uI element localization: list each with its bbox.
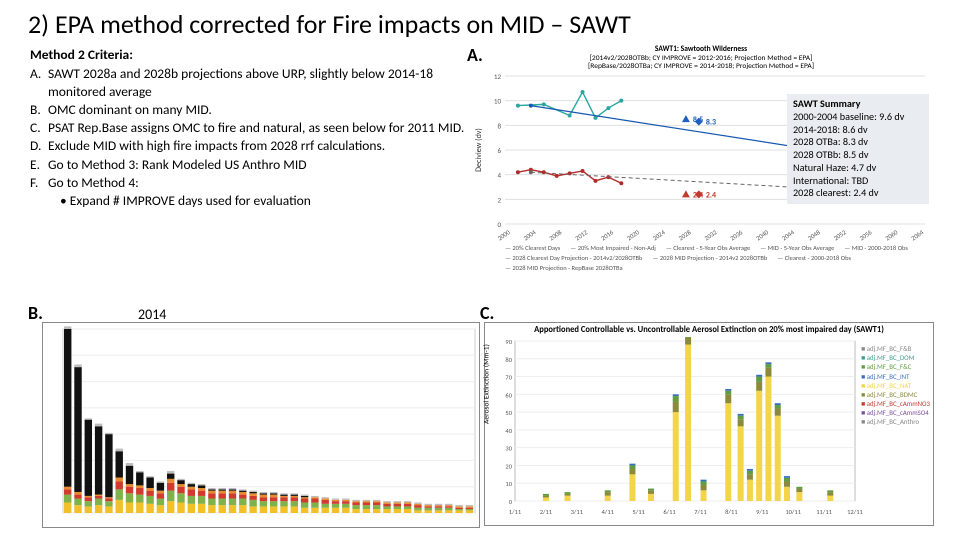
legend-item: MID - 2000-2018 Obs [844,244,908,252]
svg-text:9/11: 9/11 [756,508,768,516]
svg-text:2004: 2004 [522,228,538,242]
legend-item: MID - 5-Year Obs Average [760,244,834,252]
svg-text:7/11: 7/11 [694,508,706,516]
svg-text:80: 80 [505,356,512,364]
svg-text:6/11: 6/11 [663,508,675,516]
criteria-header: Method 2 Criteria: [30,46,465,63]
svg-text:8/11: 8/11 [725,508,737,516]
criteria-item: A.SAWT 2028a and 2028b projections above… [30,65,465,100]
svg-text:2060: 2060 [884,228,900,242]
summary-row: 2000-2004 baseline: 9.6 dv [793,111,923,124]
page-title: 2) EPA method corrected for Fire impacts… [0,0,960,46]
svg-text:10: 10 [505,480,512,488]
svg-text:0: 0 [509,498,513,506]
svg-text:2040: 2040 [755,228,771,242]
svg-text:2032: 2032 [703,228,719,242]
svg-text:2036: 2036 [729,228,745,242]
svg-text:2020: 2020 [625,228,641,242]
svg-text:4: 4 [497,171,501,180]
svg-text:2000: 2000 [496,228,512,242]
legend-item: Clearest - 5-Year Obs Average [666,244,750,252]
svg-text:2064: 2064 [910,228,926,242]
svg-text:2.4: 2.4 [706,190,716,200]
legend-item: adj.MF_BC_BDMC [861,391,930,400]
criteria-item: F.Go to Method 4: [30,174,465,191]
legend-item: adj.MF_BC_DOM [861,354,930,363]
criteria-item: D.Exclude MID with high fire impacts fro… [30,137,465,154]
svg-text:2012: 2012 [574,228,590,242]
legend-item: 20% Most Impaired - Non-Adj [570,244,656,252]
summary-row: 2028 clearest: 2.4 dv [793,187,923,200]
sawt-summary: SAWT Summary 2000-2004 baseline: 9.6 dv 2… [787,94,929,204]
chart-b [42,322,480,528]
chart-a-sub2: [RepBase/2028OTBa; CY IMPROVE = 2014-201… [471,63,931,72]
chart-c: Apportioned Controllable vs. Uncontrolla… [484,322,934,526]
svg-text:8.3: 8.3 [706,118,716,128]
svg-text:6: 6 [497,146,501,155]
panel-a: A. SAWT1: Sawtooth Wilderness [2014v2/20… [465,46,950,266]
panel-c: 2011 Natural OMC on MID Apportioned Cont… [480,300,950,528]
svg-text:3/11: 3/11 [571,508,583,516]
legend-item: 2028 MID Projection - RepBase 2028OTBa [505,264,623,272]
legend-item: adj.MF_BC_NAT [861,382,930,391]
svg-text:Deciview (dv): Deciview (dv) [474,128,484,172]
summary-row: 2028 OTBb: 8.5 dv [793,149,923,162]
svg-text:30: 30 [505,445,512,453]
svg-text:4/11: 4/11 [602,508,614,516]
svg-text:11/11: 11/11 [816,508,832,516]
legend-item: adj.MF_BC_F&C [861,363,930,372]
svg-text:2028: 2028 [677,228,693,242]
svg-text:70: 70 [505,374,512,382]
svg-text:2024: 2024 [651,228,667,242]
legend-item: adj.MF_BC_cAmmNO3 [861,400,930,409]
svg-text:2: 2 [497,195,501,204]
criteria-item: B.OMC dominant on many MID. [30,101,465,118]
chart-a: SAWT1: Sawtooth Wilderness [2014v2/2028O… [471,46,931,266]
svg-text:2008: 2008 [548,228,564,242]
svg-text:1/11: 1/11 [509,508,521,516]
svg-text:60: 60 [505,391,512,399]
svg-text:10/11: 10/11 [785,508,801,516]
legend-item: 2028 Clearest Day Projection - 2014v2/20… [505,254,642,262]
svg-text:10: 10 [494,97,502,106]
svg-text:2016: 2016 [600,228,616,242]
summary-row: Natural Haze: 4.7 dv [793,162,923,175]
legend-item: 20% Clearest Days [505,244,560,252]
svg-text:12: 12 [494,72,502,81]
criteria-item: E.Go to Method 3: Rank Modeled US Anthro… [30,156,465,173]
chart-c-ylabel: Aerosol Extinction (Mm-1) [483,344,492,424]
svg-text:50: 50 [505,409,512,417]
svg-text:12/11: 12/11 [847,508,863,516]
legend-item: adj.MF_BC_Anthro [861,418,930,427]
criteria-block: Method 2 Criteria: A.SAWT 2028a and 2028… [30,46,465,266]
legend-item: adj.MF_BC_cAmmSO4 [861,409,930,418]
svg-text:2052: 2052 [832,228,848,242]
panel-b: 2014 [28,300,480,528]
svg-text:2044: 2044 [780,228,796,242]
criteria-subbullet: • Expand # IMPROVE days used for evaluat… [30,192,465,209]
svg-text:2048: 2048 [806,228,822,242]
chart-c-title: Apportioned Controllable vs. Uncontrolla… [485,323,933,337]
svg-text:2056: 2056 [858,228,874,242]
legend-item: Clearest - 2000-2018 Obs [777,254,851,262]
svg-text:20: 20 [505,462,512,470]
chart-b-year: 2014 [138,306,166,323]
criteria-item: C.PSAT Rep.Base assigns OMC to fire and … [30,119,465,136]
legend-item: adj.MF_BC_F&B [861,345,930,354]
svg-text:0: 0 [497,220,501,229]
summary-header: SAWT Summary [793,98,923,111]
svg-text:90: 90 [505,338,512,346]
svg-text:2/11: 2/11 [540,508,552,516]
legend-item: 2028 MID Projection - 2014v2 2028OTBb [652,254,767,262]
legend-item: adj.MF_BC_INT [861,373,930,382]
svg-text:40: 40 [505,427,512,435]
svg-text:8: 8 [497,121,501,130]
svg-text:5/11: 5/11 [632,508,644,516]
